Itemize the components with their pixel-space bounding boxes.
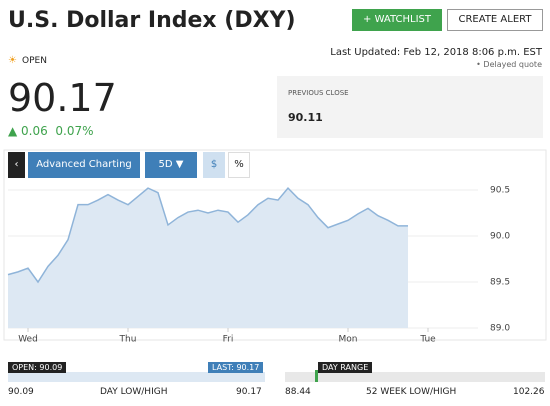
day-high: 90.17	[236, 387, 262, 397]
last-updated: Last Updated: Feb 12, 2018 8:06 p.m. EST	[330, 47, 542, 58]
week-label: 52 WEEK LOW/HIGH	[366, 387, 457, 397]
open-label: OPEN: 90.09	[8, 362, 67, 373]
week-marker	[315, 370, 318, 382]
range: 5D	[158, 159, 173, 170]
week-low: 88.44	[285, 387, 311, 397]
week-bar	[285, 372, 545, 382]
previous-close-label: PREVIOUS CLOSE	[288, 89, 349, 97]
y-tick-label: 90.5	[490, 185, 510, 195]
title: U.S. Dollar Index (DXY)	[8, 8, 296, 33]
change-percent: 0.07%	[55, 124, 94, 138]
price: 90.17	[8, 76, 117, 120]
y-tick-label: 90.0	[490, 231, 510, 241]
delayed: • Delayed quote	[476, 60, 542, 69]
day-bar	[8, 372, 265, 382]
week-high: 102.26	[513, 387, 545, 397]
previous-close-box	[277, 76, 543, 138]
area	[8, 188, 408, 328]
day-low: 90.09	[8, 387, 34, 397]
advanced-charting[interactable]: Advanced Charting	[28, 152, 140, 178]
line	[7, 187, 408, 284]
percent-button[interactable]: %	[228, 152, 250, 178]
x-tick-label: Mon	[339, 335, 358, 345]
x-tick-label: Fri	[223, 335, 234, 345]
back-button[interactable]: ‹	[8, 152, 25, 178]
y-tick-label: 89.5	[490, 277, 510, 287]
up-arrow: ▲	[8, 124, 22, 138]
change: ▲ 0.06 0.07%	[8, 124, 94, 138]
x-tick-label: Tue	[419, 335, 436, 345]
alert-button[interactable]: CREATE ALERT	[447, 9, 543, 31]
sun-icon: ☀	[8, 55, 17, 66]
x-tick-label: Wed	[18, 335, 38, 345]
last-label: LAST: 90.17	[208, 362, 264, 373]
x-tick-label: Thu	[119, 335, 137, 345]
range-select[interactable]: 5D ▼	[145, 152, 197, 178]
day-range-label: DAY RANGE	[318, 362, 373, 373]
previous-close: 90.11	[288, 111, 323, 124]
change-value: 0.06	[21, 124, 48, 138]
dollar-button[interactable]: $	[203, 152, 225, 178]
watchlist-button[interactable]: + WATCHLIST	[352, 9, 442, 31]
y-tick-label: 89.0	[490, 324, 510, 334]
day-label: DAY LOW/HIGH	[100, 387, 168, 397]
status: OPEN	[22, 56, 47, 66]
